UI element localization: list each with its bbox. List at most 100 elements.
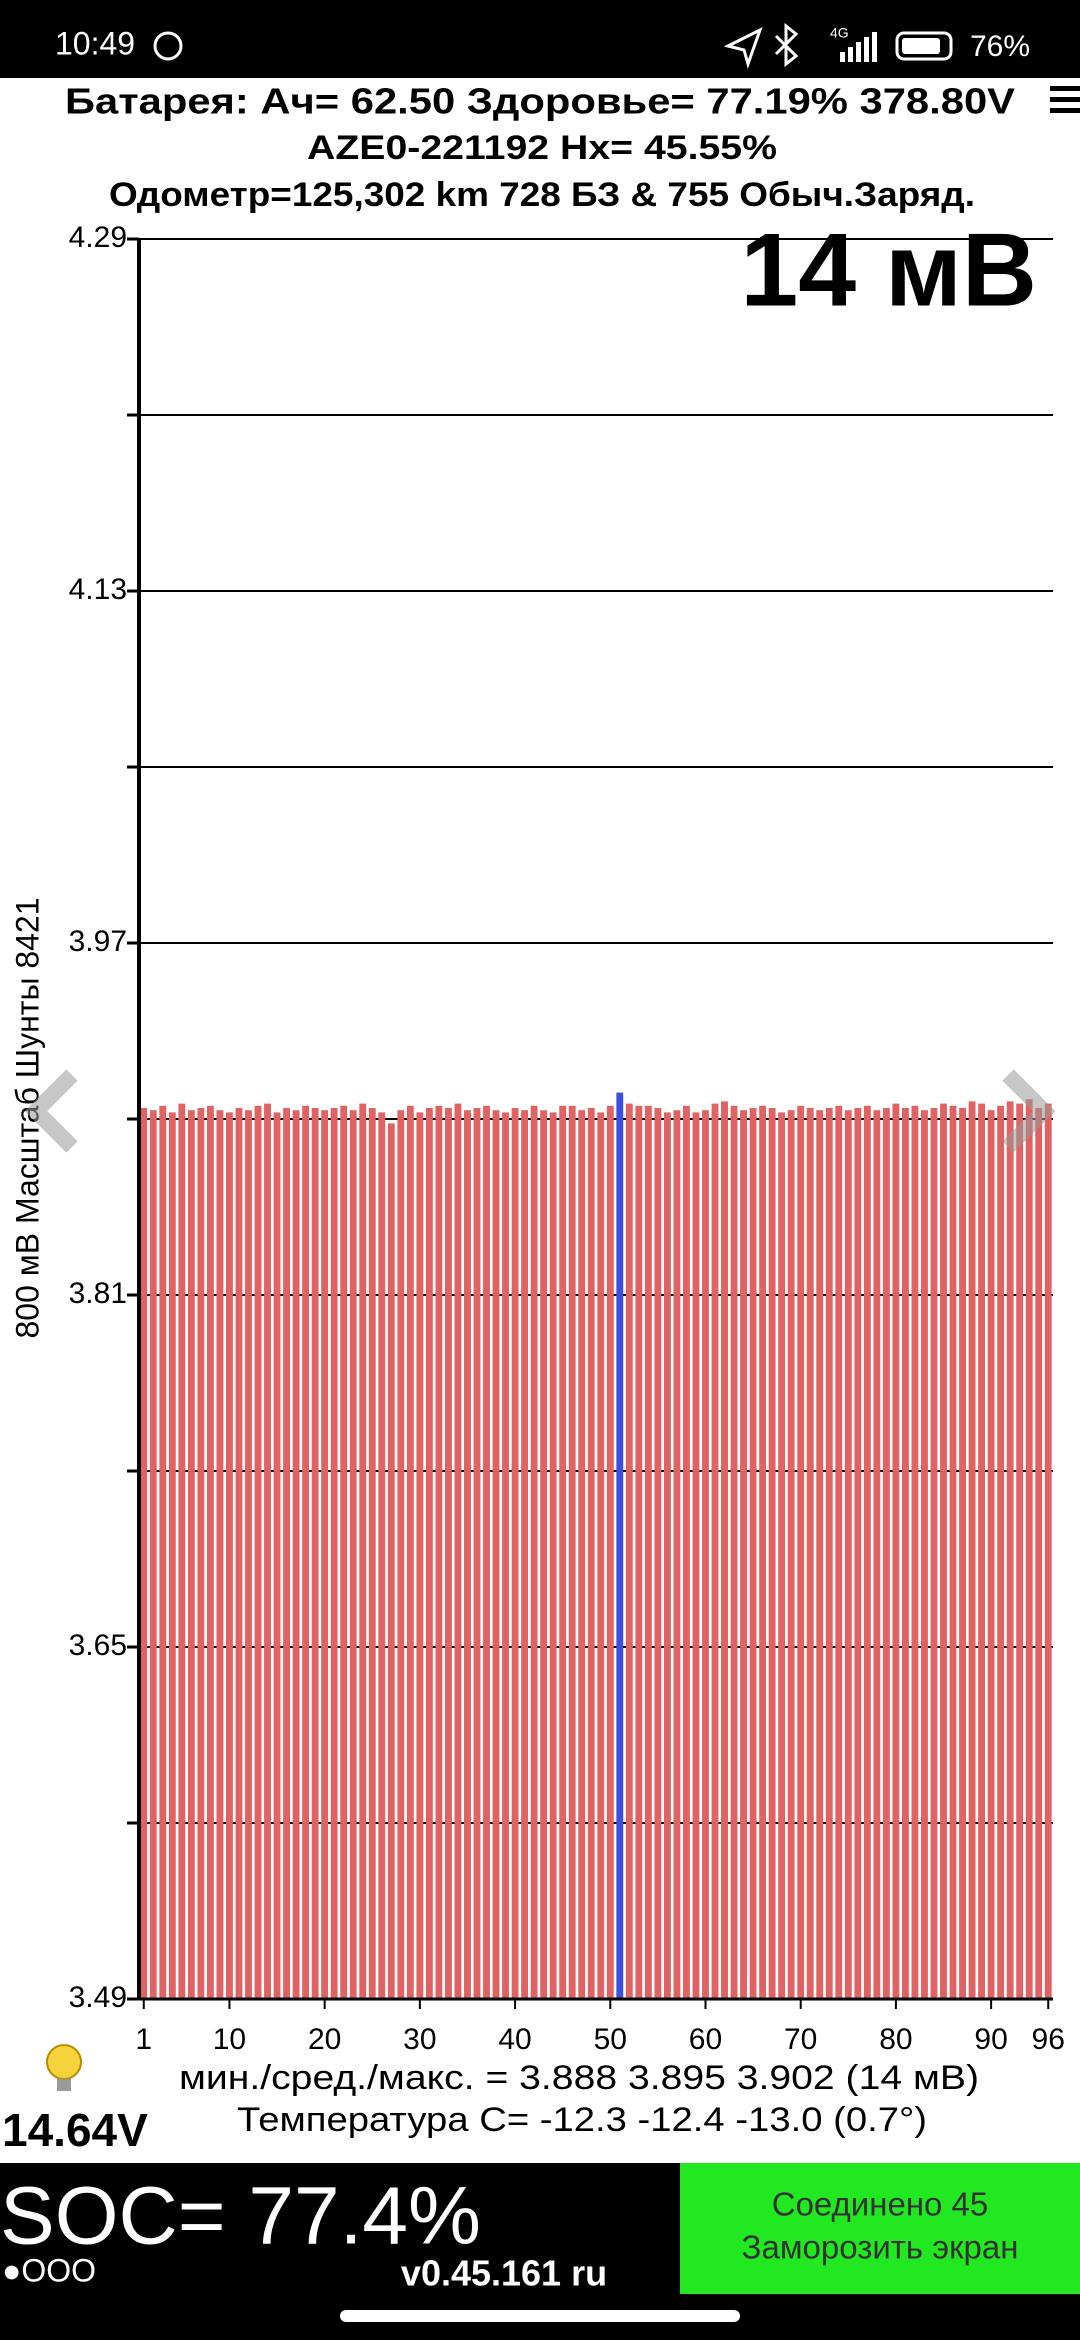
x-tick-label: 1 bbox=[135, 2023, 152, 2056]
cell-stats: мин./сред./макс. = 3.888 3.895 3.902 (14… bbox=[179, 2059, 979, 2097]
bar bbox=[216, 1110, 224, 1999]
bar bbox=[549, 1112, 557, 1999]
bar bbox=[321, 1110, 329, 1999]
bar bbox=[302, 1105, 310, 1999]
bar bbox=[387, 1123, 395, 1999]
bar bbox=[226, 1112, 233, 1999]
bar bbox=[673, 1110, 681, 1999]
bar bbox=[492, 1110, 500, 1999]
status-dots: ●OOO bbox=[2, 2252, 96, 2288]
voltage-spread: 14 мВ bbox=[740, 212, 1037, 328]
bar bbox=[502, 1112, 509, 1999]
x-tick-label: 80 bbox=[879, 2023, 912, 2056]
prev-arrow[interactable] bbox=[24, 1069, 78, 1153]
x-tick-label: 90 bbox=[974, 2023, 1007, 2056]
bar bbox=[140, 1108, 148, 1999]
bar bbox=[397, 1110, 405, 1999]
bar bbox=[197, 1108, 205, 1999]
menu-icon bbox=[1050, 86, 1080, 113]
battery-percent: 76% bbox=[970, 30, 1030, 63]
bar bbox=[178, 1103, 186, 1999]
bar bbox=[711, 1103, 719, 1999]
bar bbox=[835, 1105, 843, 1999]
gesture-bar bbox=[340, 2310, 740, 2322]
bar bbox=[940, 1103, 947, 1999]
bar bbox=[425, 1108, 433, 1999]
bar bbox=[692, 1112, 700, 1999]
x-tick-label: 40 bbox=[498, 2023, 531, 2056]
bluetooth-icon bbox=[774, 22, 799, 68]
bar bbox=[702, 1110, 709, 1999]
bar bbox=[663, 1112, 671, 1999]
bar bbox=[1006, 1101, 1014, 1999]
bar bbox=[597, 1112, 605, 1999]
bar bbox=[454, 1103, 462, 1999]
bar bbox=[559, 1105, 567, 1999]
bar bbox=[483, 1105, 490, 1999]
soc: SOC= 77.4% bbox=[0, 2171, 481, 2262]
bar bbox=[644, 1105, 652, 1999]
bar bbox=[787, 1110, 795, 1999]
bar bbox=[740, 1110, 748, 1999]
x-tick-label: 50 bbox=[594, 2023, 627, 2056]
bar bbox=[930, 1108, 938, 1999]
bar bbox=[521, 1110, 529, 1999]
bar bbox=[759, 1105, 767, 1999]
bar bbox=[825, 1108, 833, 1999]
bar bbox=[340, 1105, 348, 1999]
x-tick-label: 30 bbox=[403, 2023, 436, 2056]
header-line: Одометр=125,302 km 728 БЗ & 755 Обыч.Зар… bbox=[109, 176, 975, 214]
bar bbox=[349, 1110, 357, 1999]
bar bbox=[778, 1112, 786, 1999]
bar bbox=[568, 1105, 576, 1999]
bar bbox=[654, 1108, 662, 1999]
bar bbox=[797, 1105, 805, 1999]
y-tick-label: 3.81 bbox=[69, 1277, 127, 1310]
bar bbox=[311, 1108, 319, 1999]
bar bbox=[806, 1108, 814, 1999]
header-line: Батарея: Ач= 62.50 Здоровье= 77.19% 378.… bbox=[65, 81, 1015, 122]
freeze-button[interactable] bbox=[680, 2163, 1080, 2294]
clock: 10:49 bbox=[55, 25, 135, 61]
bar bbox=[921, 1110, 928, 1999]
bar bbox=[683, 1105, 690, 1999]
bar bbox=[464, 1110, 471, 1999]
bar bbox=[587, 1108, 595, 1999]
header-line: AZE0-221192 Hx= 45.55% bbox=[307, 129, 777, 167]
bar bbox=[254, 1105, 262, 1999]
bar bbox=[987, 1110, 995, 1999]
battery-icon bbox=[895, 31, 953, 61]
network-type: 4G bbox=[830, 25, 849, 41]
button-line: Заморозить экран bbox=[742, 2229, 1019, 2266]
temperature: Температура C= -12.3 -12.4 -13.0 (0.7°) bbox=[237, 2101, 927, 2139]
y-tick-label: 4.29 bbox=[69, 221, 127, 254]
bar bbox=[882, 1108, 890, 1999]
bulb-icon bbox=[46, 2044, 82, 2080]
bar bbox=[959, 1108, 966, 1999]
bar bbox=[378, 1112, 386, 1999]
x-tick-label: 20 bbox=[308, 2023, 341, 2056]
bar bbox=[730, 1105, 738, 1999]
bar bbox=[1044, 1103, 1052, 1999]
bar bbox=[264, 1103, 271, 1999]
bar bbox=[1025, 1099, 1033, 1999]
bar bbox=[159, 1105, 167, 1999]
bar bbox=[978, 1103, 986, 1999]
x-tick-label: 60 bbox=[689, 2023, 722, 2056]
y-tick-label: 3.97 bbox=[69, 925, 127, 958]
next-arrow[interactable] bbox=[1002, 1069, 1056, 1153]
bar bbox=[816, 1110, 824, 1999]
battery-level bbox=[902, 38, 940, 54]
bar bbox=[578, 1110, 586, 1999]
bar bbox=[406, 1105, 414, 1999]
bar bbox=[330, 1108, 338, 1999]
bar bbox=[1016, 1103, 1024, 1999]
bar bbox=[511, 1108, 519, 1999]
bar bbox=[206, 1105, 214, 1999]
bar bbox=[616, 1092, 624, 1999]
button-line: Соединено 45 bbox=[772, 2186, 989, 2223]
bar bbox=[416, 1112, 424, 1999]
bar bbox=[949, 1105, 957, 1999]
